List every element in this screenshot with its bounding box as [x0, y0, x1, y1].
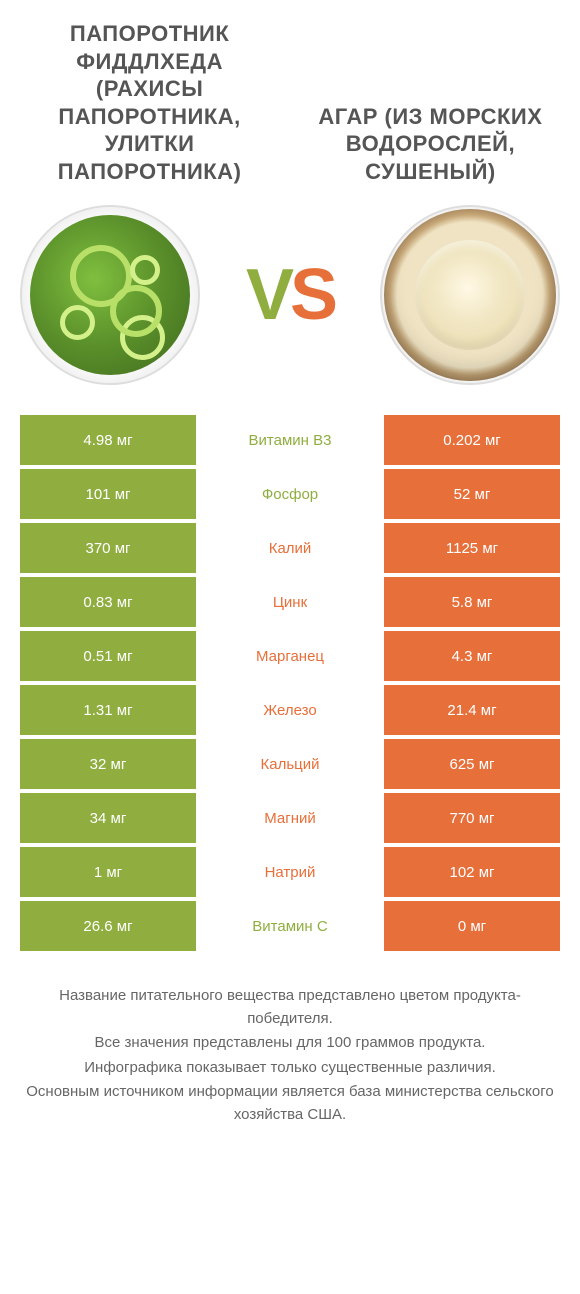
table-row: 1 мгНатрий102 мг: [20, 847, 560, 897]
footer-line: Все значения представлены для 100 граммо…: [20, 1032, 560, 1055]
nutrient-name: Фосфор: [196, 469, 384, 519]
table-row: 4.98 мгВитамин B30.202 мг: [20, 415, 560, 465]
vs-v: V: [246, 255, 290, 335]
left-value: 0.51 мг: [20, 631, 196, 681]
table-row: 32 мгКальций625 мг: [20, 739, 560, 789]
left-value: 4.98 мг: [20, 415, 196, 465]
right-value: 0 мг: [384, 901, 560, 951]
left-title: ПАПОРОТНИК ФИДДЛХЕДА (РАХИСЫ ПАПОРОТНИКА…: [20, 20, 279, 185]
vs-label: VS: [246, 254, 334, 336]
left-value: 32 мг: [20, 739, 196, 789]
right-value: 1125 мг: [384, 523, 560, 573]
right-title: АГАР (ИЗ МОРСКИХ ВОДОРОСЛЕЙ, СУШЕНЫЙ): [301, 103, 560, 186]
footer-line: Основным источником информации является …: [20, 1081, 560, 1126]
table-row: 0.83 мгЦинк5.8 мг: [20, 577, 560, 627]
left-value: 0.83 мг: [20, 577, 196, 627]
left-value: 34 мг: [20, 793, 196, 843]
fiddlehead-icon: [30, 215, 190, 375]
table-row: 0.51 мгМарганец4.3 мг: [20, 631, 560, 681]
left-value: 1 мг: [20, 847, 196, 897]
right-value: 0.202 мг: [384, 415, 560, 465]
footer-notes: Название питательного вещества представл…: [0, 955, 580, 1148]
nutrient-name: Магний: [196, 793, 384, 843]
nutrient-name: Натрий: [196, 847, 384, 897]
right-value: 4.3 мг: [384, 631, 560, 681]
footer-line: Название питательного вещества представл…: [20, 985, 560, 1030]
right-food-image: [380, 205, 560, 385]
nutrient-name: Цинк: [196, 577, 384, 627]
right-value: 770 мг: [384, 793, 560, 843]
nutrient-name: Калий: [196, 523, 384, 573]
left-food-image: [20, 205, 200, 385]
nutrient-name: Кальций: [196, 739, 384, 789]
left-value: 370 мг: [20, 523, 196, 573]
table-row: 1.31 мгЖелезо21.4 мг: [20, 685, 560, 735]
vs-s: S: [290, 255, 334, 335]
table-row: 34 мгМагний770 мг: [20, 793, 560, 843]
agar-bowl-icon: [384, 209, 556, 381]
comparison-table: 4.98 мгВитамин B30.202 мг101 мгФосфор52 …: [0, 415, 580, 955]
table-row: 370 мгКалий1125 мг: [20, 523, 560, 573]
right-value: 21.4 мг: [384, 685, 560, 735]
table-row: 26.6 мгВитамин C0 мг: [20, 901, 560, 951]
vs-row: VS: [0, 195, 580, 415]
right-value: 52 мг: [384, 469, 560, 519]
nutrient-name: Марганец: [196, 631, 384, 681]
footer-line: Инфографика показывает только существенн…: [20, 1057, 560, 1080]
left-value: 1.31 мг: [20, 685, 196, 735]
nutrient-name: Витамин B3: [196, 415, 384, 465]
right-value: 625 мг: [384, 739, 560, 789]
left-value: 26.6 мг: [20, 901, 196, 951]
left-value: 101 мг: [20, 469, 196, 519]
right-value: 5.8 мг: [384, 577, 560, 627]
table-row: 101 мгФосфор52 мг: [20, 469, 560, 519]
nutrient-name: Витамин C: [196, 901, 384, 951]
titles-row: ПАПОРОТНИК ФИДДЛХЕДА (РАХИСЫ ПАПОРОТНИКА…: [0, 0, 580, 195]
nutrient-name: Железо: [196, 685, 384, 735]
right-value: 102 мг: [384, 847, 560, 897]
infographic: ПАПОРОТНИК ФИДДЛХЕДА (РАХИСЫ ПАПОРОТНИКА…: [0, 0, 580, 1294]
